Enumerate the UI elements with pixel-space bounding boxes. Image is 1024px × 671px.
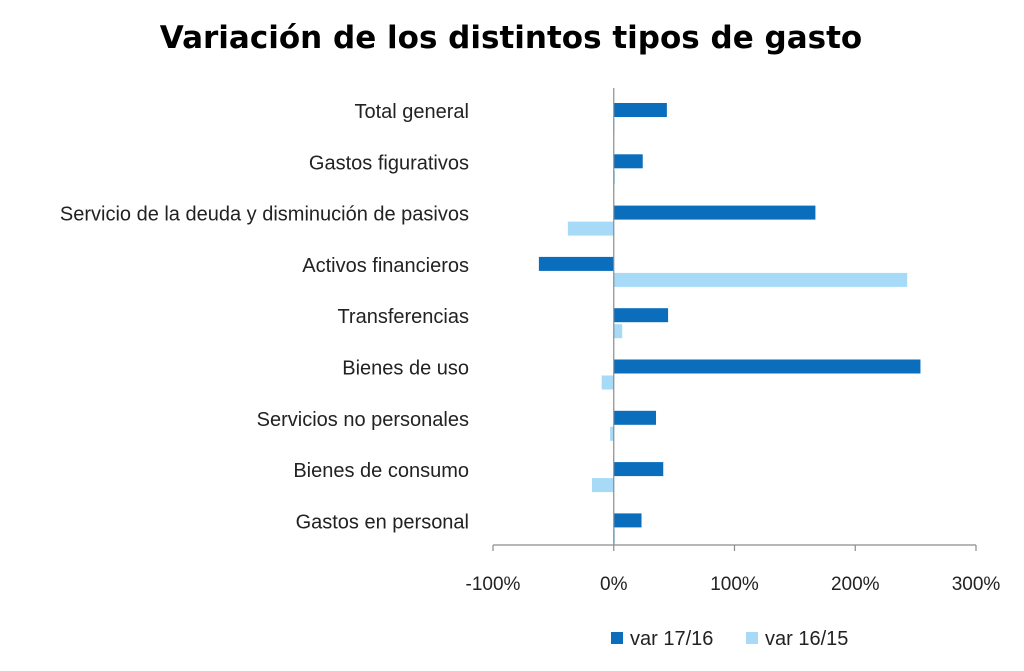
chart-title: Variación de los distintos tipos de gast… xyxy=(160,20,862,56)
bar-series-1 xyxy=(613,154,643,169)
bar-series-1 xyxy=(538,256,614,271)
legend-swatch xyxy=(611,632,623,644)
bar-series-2 xyxy=(613,324,623,339)
bar-series-1 xyxy=(613,205,816,220)
category-label: Transferencias xyxy=(337,306,469,328)
bar-series-2 xyxy=(601,375,614,390)
bar-series-1 xyxy=(613,410,657,425)
legend-label: var 16/15 xyxy=(765,628,848,650)
bar-series-1 xyxy=(613,359,921,374)
category-label: Gastos en personal xyxy=(296,511,469,533)
bar-series-1 xyxy=(613,513,642,528)
bar-series-2 xyxy=(567,221,614,236)
legend-label: var 17/16 xyxy=(630,628,713,650)
bars-group xyxy=(538,103,921,544)
bar-series-1 xyxy=(613,462,664,477)
bar-series-2 xyxy=(613,529,615,544)
category-label: Total general xyxy=(354,101,469,123)
x-axis: -100% 0% 100% 200% 300% xyxy=(466,88,1001,595)
bar-series-2 xyxy=(613,170,615,185)
bar-series-2 xyxy=(610,426,614,441)
bar-series-1 xyxy=(613,103,667,117)
x-tick-label: 300% xyxy=(952,574,1001,595)
category-label: Bienes de consumo xyxy=(293,460,469,482)
legend-swatch xyxy=(746,632,758,644)
category-label: Activos financieros xyxy=(302,255,469,277)
category-label: Servicio de la deuda y disminución de pa… xyxy=(60,204,469,226)
legend: var 17/16 var 16/15 xyxy=(611,628,848,650)
category-label: Bienes de uso xyxy=(342,358,469,380)
x-tick-label: -100% xyxy=(466,574,521,595)
x-tick-label: 0% xyxy=(600,574,628,595)
category-label: Gastos figurativos xyxy=(309,152,469,174)
bar-series-2 xyxy=(592,478,614,493)
bar-series-2 xyxy=(613,272,908,287)
x-tick-label: 200% xyxy=(831,574,880,595)
category-label: Servicios no personales xyxy=(257,409,469,431)
category-labels: Total general Gastos figurativos Servicio … xyxy=(60,101,469,533)
bar-series-1 xyxy=(613,308,669,323)
x-tick-label: 100% xyxy=(710,574,759,595)
